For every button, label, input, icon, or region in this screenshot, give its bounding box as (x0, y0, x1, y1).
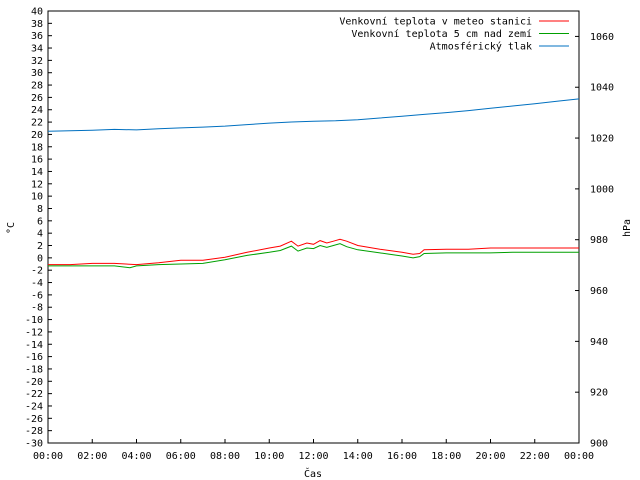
x-tick-label: 20:00 (475, 451, 505, 462)
x-tick-label: 04:00 (121, 451, 151, 462)
y2-tick-label: 1000 (590, 184, 614, 195)
plot-frame (47, 10, 580, 444)
y-tick-label: 0 (37, 253, 43, 264)
legend-label-2: Venkovní teplota 5 cm nad zemí (351, 28, 532, 40)
x-tick-label: 22:00 (520, 451, 550, 462)
x-tick-label: 02:00 (77, 451, 107, 462)
x-axis-ticks: 00:00 02:00 04:00 06:00 08:00 10:00 12:00 14:00… (33, 439, 594, 462)
y-tick-label: 2 (37, 241, 43, 252)
y-axis-ticks: 4038363432302826242220181614121086420-2-… (25, 7, 52, 450)
y2-tick-label: 1020 (590, 134, 614, 145)
y2-axis-label: hPa (622, 219, 633, 237)
y-axis-label: °C (6, 222, 17, 234)
y-tick-label: -6 (31, 290, 43, 301)
y-tick-label: -18 (25, 364, 43, 375)
x-tick-label: 06:00 (166, 451, 196, 462)
y-tick-label: 34 (31, 44, 43, 55)
y-tick-label: -16 (25, 352, 43, 363)
y-tick-label: 28 (31, 81, 43, 92)
y-tick-label: -4 (31, 278, 43, 289)
y-tick-label: 4 (37, 229, 43, 240)
y-tick-label: -2 (31, 266, 43, 277)
x-tick-label: 18:00 (431, 451, 461, 462)
y-tick-label: 14 (31, 167, 43, 178)
y-tick-label: 38 (31, 19, 43, 30)
y-tick-label: -22 (25, 389, 43, 400)
x-tick-label: 12:00 (298, 451, 328, 462)
y2-tick-label: 960 (590, 286, 608, 297)
series-line-2 (48, 243, 579, 269)
x-tick-label: 16:00 (387, 451, 417, 462)
y-tick-label: 26 (31, 93, 43, 104)
y-tick-label: -28 (25, 426, 43, 437)
legend: Venkovní teplota v meteo staniciVenkovní… (339, 16, 569, 53)
series-line-1 (48, 238, 579, 266)
legend-label-3: Atmosférický tlak (430, 41, 532, 53)
y-tick-label: -12 (25, 327, 43, 338)
series-lines (47, 98, 580, 269)
plot-border (47, 10, 580, 444)
y-tick-label: 18 (31, 142, 43, 153)
y-tick-label: -14 (25, 340, 43, 351)
y-tick-label: -26 (25, 414, 43, 425)
y-tick-label: 8 (37, 204, 43, 215)
y-tick-label: 12 (31, 179, 43, 190)
y2-axis-ticks: 1060 1040 1020 1000 980 960 940 920 900 (575, 32, 614, 450)
x-tick-label: 00:00 (33, 451, 63, 462)
y2-tick-label: 1060 (590, 32, 614, 43)
y-tick-label: -10 (25, 315, 43, 326)
y2-tick-label: 920 (590, 388, 608, 399)
y-tick-label: -8 (31, 303, 43, 314)
x-tick-label: 14:00 (343, 451, 373, 462)
y-tick-label: 20 (31, 130, 43, 141)
y-tick-label: 22 (31, 118, 43, 129)
y2-tick-label: 1040 (590, 83, 614, 94)
y-tick-label: -24 (25, 401, 43, 412)
series-line-3 (47, 98, 580, 132)
legend-label-1: Venkovní teplota v meteo stanici (339, 16, 532, 28)
x-tick-label: 00:00 (564, 451, 594, 462)
y-tick-label: 30 (31, 68, 43, 79)
y2-tick-label: 900 (590, 439, 608, 450)
y-tick-label: 24 (31, 105, 43, 116)
y-tick-label: 16 (31, 155, 43, 166)
y-tick-label: 40 (31, 7, 43, 18)
x-axis-label: Čas (304, 467, 322, 480)
y-tick-label: 6 (37, 216, 43, 227)
y-tick-label: 32 (31, 56, 43, 67)
y-tick-label: 10 (31, 192, 43, 203)
x-tick-label: 08:00 (210, 451, 240, 462)
x-tick-label: 10:00 (254, 451, 284, 462)
y2-tick-label: 940 (590, 337, 608, 348)
y-tick-label: -30 (25, 439, 43, 450)
y-tick-label: -20 (25, 377, 43, 388)
y2-tick-label: 980 (590, 235, 608, 246)
y-tick-label: 36 (31, 31, 43, 42)
